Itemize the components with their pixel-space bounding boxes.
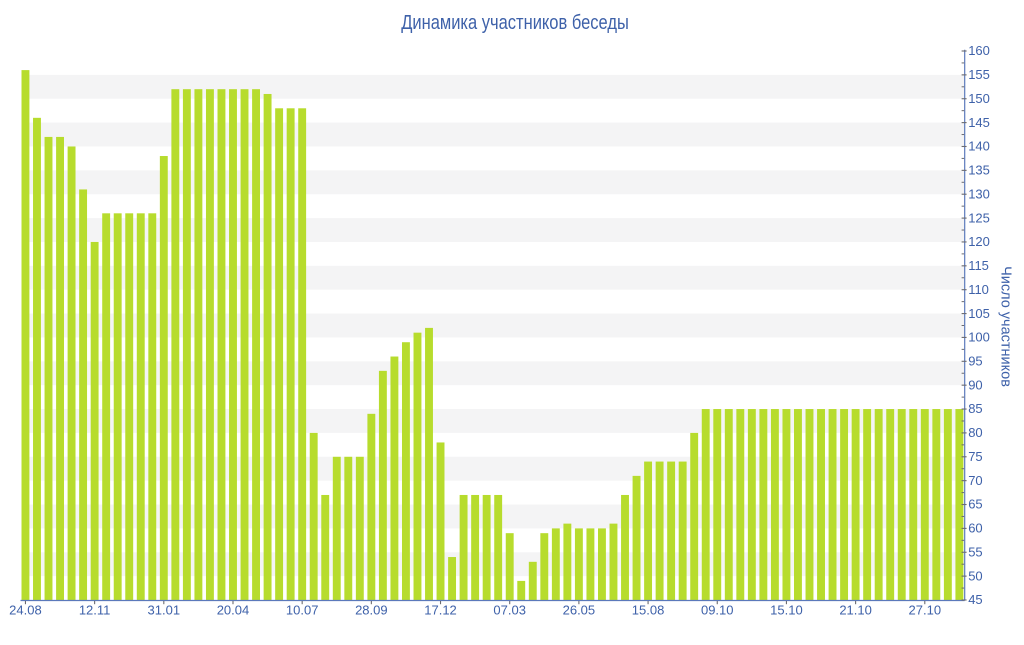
svg-text:55: 55: [968, 544, 982, 559]
svg-text:110: 110: [968, 282, 989, 297]
svg-text:Число участников: Число участников: [998, 266, 1014, 387]
svg-text:100: 100: [968, 330, 990, 345]
svg-text:07.03: 07.03: [493, 603, 526, 618]
svg-text:09.10: 09.10: [701, 603, 734, 618]
svg-text:80: 80: [968, 425, 982, 440]
svg-text:15.08: 15.08: [632, 603, 665, 618]
svg-text:125: 125: [968, 210, 990, 225]
svg-text:15.10: 15.10: [770, 603, 803, 618]
svg-text:115: 115: [968, 258, 989, 273]
svg-text:105: 105: [968, 306, 990, 321]
svg-text:140: 140: [968, 139, 990, 154]
svg-text:60: 60: [968, 521, 982, 536]
svg-text:17.12: 17.12: [424, 603, 457, 618]
svg-text:31.01: 31.01: [148, 603, 181, 618]
svg-text:135: 135: [968, 163, 990, 178]
svg-text:90: 90: [968, 377, 982, 392]
svg-text:155: 155: [968, 67, 990, 82]
svg-text:27.10: 27.10: [909, 603, 942, 618]
svg-text:130: 130: [968, 186, 990, 201]
svg-text:65: 65: [968, 497, 982, 512]
svg-text:70: 70: [968, 473, 982, 488]
svg-text:20.04: 20.04: [217, 603, 250, 618]
svg-text:95: 95: [968, 354, 982, 369]
svg-text:45: 45: [968, 592, 982, 607]
svg-text:24.08: 24.08: [9, 603, 42, 618]
svg-text:75: 75: [968, 449, 982, 464]
svg-text:26.05: 26.05: [563, 603, 596, 618]
svg-text:21.10: 21.10: [839, 603, 872, 618]
svg-text:120: 120: [968, 234, 990, 249]
svg-text:160: 160: [968, 43, 990, 58]
svg-text:28.09: 28.09: [355, 603, 388, 618]
svg-text:50: 50: [968, 568, 982, 583]
svg-text:145: 145: [968, 115, 990, 130]
svg-text:150: 150: [968, 91, 990, 106]
svg-text:10.07: 10.07: [286, 603, 319, 618]
svg-text:12.11: 12.11: [79, 603, 111, 618]
svg-text:Динамика участников беседы: Динамика участников беседы: [401, 10, 629, 33]
svg-text:85: 85: [968, 401, 982, 416]
